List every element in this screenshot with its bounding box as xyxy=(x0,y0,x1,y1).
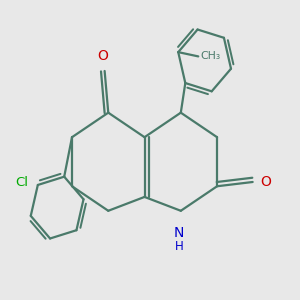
Text: CH₃: CH₃ xyxy=(200,51,220,62)
Text: H: H xyxy=(175,240,183,253)
Text: Cl: Cl xyxy=(16,176,29,189)
Text: N: N xyxy=(174,226,184,240)
Text: O: O xyxy=(98,49,108,63)
Text: O: O xyxy=(261,175,272,189)
